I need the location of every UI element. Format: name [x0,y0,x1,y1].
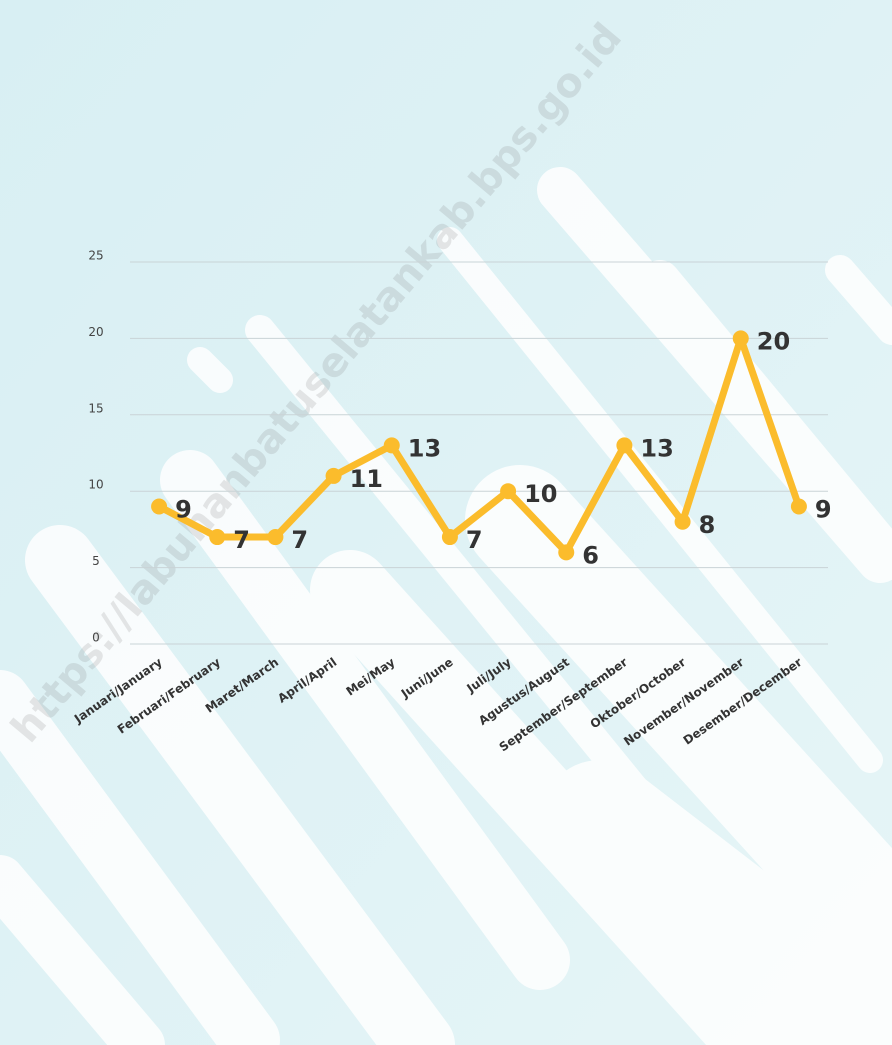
data-label: 6 [582,541,599,569]
page: {"chart_data": {"type": "line", "waterma… [0,0,892,1045]
data-point [616,437,632,453]
data-label: 7 [233,526,250,554]
data-label: 8 [699,511,716,539]
y-tick-label: 0 [92,631,100,645]
data-point [558,544,574,560]
y-tick-label: 15 [88,401,103,415]
data-label: 9 [175,495,192,523]
data-label: 7 [291,526,308,554]
data-label: 10 [524,480,557,508]
data-point [151,498,167,514]
y-tick-label: 20 [88,325,103,339]
data-label: 11 [350,465,383,493]
y-tick-label: 10 [88,478,103,492]
data-point [209,529,225,545]
data-point [384,437,400,453]
data-point [442,529,458,545]
data-point [733,330,749,346]
data-label: 20 [757,327,790,355]
data-label: 7 [466,526,483,554]
data-label: 13 [408,434,441,462]
data-point [267,529,283,545]
chart: https://labuhanbatuselatankab.bps.go.id … [0,0,892,1045]
data-label: 9 [815,495,832,523]
data-label: 13 [640,434,673,462]
data-point [791,498,807,514]
data-point [326,468,342,484]
y-tick-label: 25 [88,249,103,263]
data-point [500,483,516,499]
data-point [675,514,691,530]
y-tick-label: 5 [92,554,100,568]
